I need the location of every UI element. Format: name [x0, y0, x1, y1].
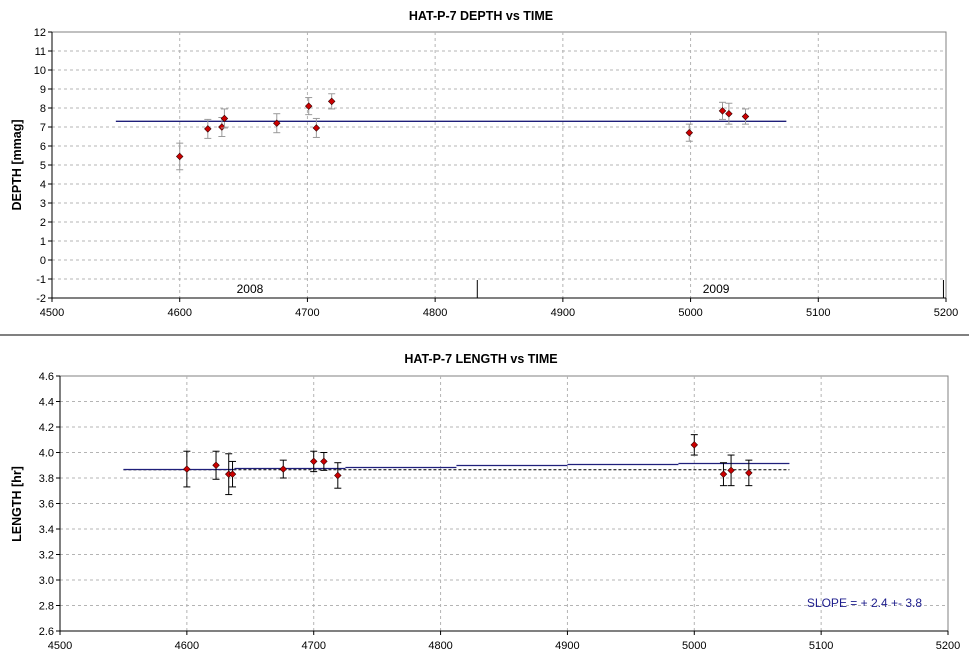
depth-x-tick-label: 5100 — [806, 307, 830, 319]
depth-y-tick-label: 4 — [40, 179, 46, 191]
length-y-tick-label: 4.0 — [39, 448, 54, 460]
length-data-point — [183, 465, 191, 473]
depth-x-tick-label: 5200 — [934, 307, 958, 319]
length-chart: HAT-P-7 LENGTH vs TIME LENGTH [hr] 2.6 2.… — [10, 352, 960, 652]
length-data-point — [690, 441, 699, 449]
depth-chart: HAT-P-7 DEPTH vs TIME DEPTH [mmag] -2 -1 0… — [10, 9, 958, 319]
length-y-tick-label: 3.2 — [39, 550, 54, 562]
length-slope-annotation: SLOPE = + 2.4 +- 3.8 — [807, 596, 922, 610]
depth-data-point — [304, 102, 313, 110]
length-chart-title: HAT-P-7 LENGTH vs TIME — [404, 352, 557, 366]
depth-y-tick-label: 7 — [40, 122, 46, 134]
depth-y-tick-label: 0 — [40, 255, 46, 267]
depth-data-point — [273, 119, 281, 127]
depth-y-tick-label: 6 — [40, 141, 46, 153]
length-y-tick-label: 3.4 — [39, 524, 54, 536]
length-y-tick-label: 4.2 — [39, 422, 54, 434]
depth-y-tick-label: -2 — [36, 293, 46, 305]
length-data-point — [309, 457, 318, 466]
depth-y-tick-label: 3 — [40, 198, 46, 210]
length-data-point — [228, 470, 237, 478]
depth-data-point — [204, 125, 212, 133]
depth-data-point — [312, 124, 321, 132]
depth-y-tick-label: 1 — [40, 236, 46, 248]
depth-data-point — [718, 107, 727, 115]
depth-year-label: 2009 — [703, 282, 730, 296]
depth-y-tick-label: 2 — [40, 217, 46, 229]
depth-x-tick-label: 4900 — [551, 307, 575, 319]
depth-x-tick-label: 4500 — [40, 307, 64, 319]
depth-data-point — [685, 128, 694, 137]
length-x-tick-label: 4600 — [175, 640, 199, 652]
depth-data-point — [725, 109, 733, 118]
depth-data-point — [741, 112, 750, 121]
length-data-point — [727, 466, 735, 475]
depth-x-tick-label: 5000 — [678, 307, 702, 319]
depth-data-point — [175, 152, 184, 161]
length-x-tick-label: 5100 — [809, 640, 833, 652]
length-data-point — [320, 457, 328, 466]
length-data-point — [745, 469, 753, 477]
depth-y-tick-label: 10 — [34, 65, 46, 77]
length-y-tick-label: 3.6 — [39, 499, 54, 511]
length-x-tick-label: 4700 — [301, 640, 325, 652]
length-x-tick-label: 4900 — [555, 640, 579, 652]
length-y-axis-label: LENGTH [hr] — [10, 466, 24, 542]
length-data-point — [719, 470, 728, 478]
length-x-tick-label: 4800 — [428, 640, 452, 652]
depth-data-point — [327, 97, 336, 106]
length-y-tick-label: 4.6 — [39, 371, 54, 383]
depth-x-tick-label: 4600 — [167, 307, 191, 319]
length-y-tick-label: 2.8 — [39, 601, 54, 613]
depth-x-tick-label: 4700 — [295, 307, 319, 319]
depth-data-point — [220, 114, 229, 123]
depth-y-tick-label: 8 — [40, 103, 46, 115]
length-x-tick-label: 4500 — [48, 640, 72, 652]
length-y-tick-label: 2.6 — [39, 626, 54, 638]
depth-y-axis-label: DEPTH [mmag] — [10, 120, 24, 211]
length-data-point — [279, 465, 287, 473]
depth-y-tick-label: 5 — [40, 160, 46, 172]
depth-y-tick-label: 9 — [40, 84, 46, 96]
depth-year-label: 2008 — [237, 282, 264, 296]
length-data-point — [334, 471, 342, 480]
length-y-tick-label: 3.0 — [39, 575, 54, 587]
length-y-tick-label: 3.8 — [39, 473, 54, 485]
length-y-tick-label: 4.4 — [39, 397, 54, 409]
depth-y-tick-label: 12 — [34, 27, 46, 39]
length-x-tick-label: 5200 — [936, 640, 960, 652]
depth-x-tick-label: 4800 — [423, 307, 447, 319]
length-x-tick-label: 5000 — [682, 640, 706, 652]
depth-y-tick-label: -1 — [36, 274, 46, 286]
depth-y-tick-label: 11 — [35, 46, 46, 58]
depth-chart-title: HAT-P-7 DEPTH vs TIME — [409, 9, 553, 23]
length-data-point — [212, 461, 220, 469]
